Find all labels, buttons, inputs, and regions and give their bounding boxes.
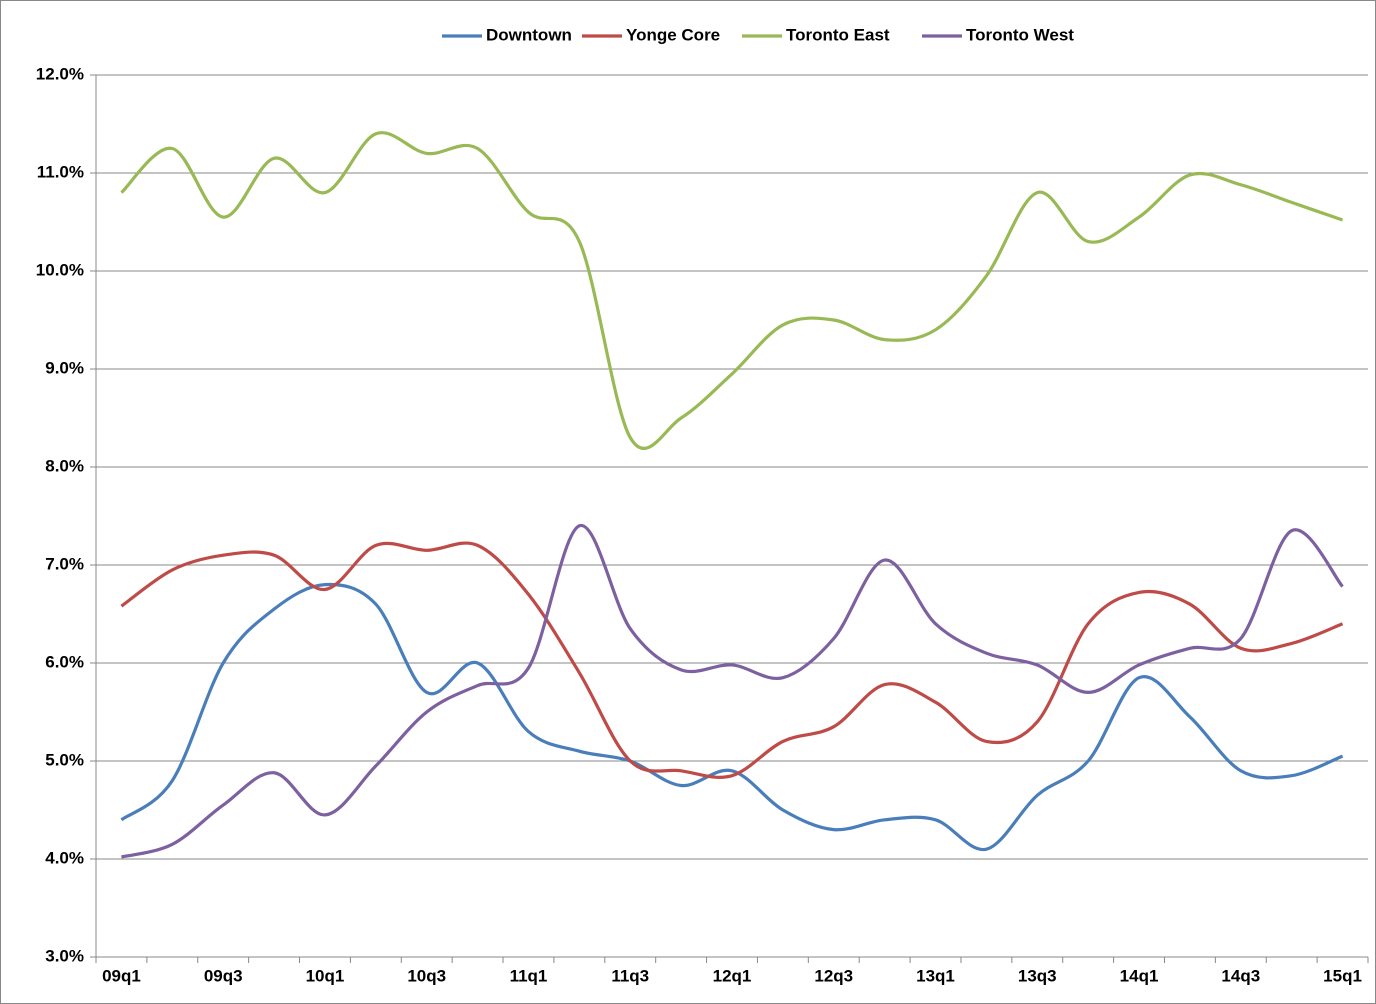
x-tick-label: 11q3 <box>611 966 649 985</box>
y-tick-label: 7.0% <box>45 554 84 573</box>
y-tick-label: 10.0% <box>36 260 84 279</box>
y-tick-label: 11.0% <box>37 162 84 181</box>
y-tick-label: 12.0% <box>36 64 84 83</box>
line-series <box>120 131 1344 450</box>
x-tick-label: 13q1 <box>916 966 955 985</box>
x-tick-label: 14q3 <box>1221 966 1260 985</box>
legend-label: Yonge Core <box>626 25 720 44</box>
x-tick-label: 10q3 <box>407 966 446 985</box>
line-series <box>120 541 1344 779</box>
legend-label: Toronto West <box>966 25 1074 44</box>
x-tick-label: 15q1 <box>1323 966 1362 985</box>
line-series <box>120 582 1344 852</box>
x-tick-label: 11q1 <box>510 966 548 985</box>
x-tick-label: 14q1 <box>1120 966 1159 985</box>
legend-label: Downtown <box>486 25 572 44</box>
x-tick-label: 09q3 <box>204 966 243 985</box>
legend-label: Toronto East <box>786 25 890 44</box>
x-tick-label: 12q1 <box>713 966 752 985</box>
y-tick-label: 3.0% <box>45 946 84 965</box>
line-series <box>121 524 1344 859</box>
x-tick-label: 13q3 <box>1018 966 1057 985</box>
y-tick-label: 4.0% <box>45 848 84 867</box>
y-tick-label: 6.0% <box>45 652 84 671</box>
y-tick-label: 5.0% <box>45 750 84 769</box>
x-tick-label: 10q1 <box>306 966 345 985</box>
y-tick-label: 9.0% <box>45 358 84 377</box>
x-tick-label: 09q1 <box>102 966 141 985</box>
x-tick-label: 12q3 <box>814 966 853 985</box>
y-tick-label: 8.0% <box>45 456 84 475</box>
